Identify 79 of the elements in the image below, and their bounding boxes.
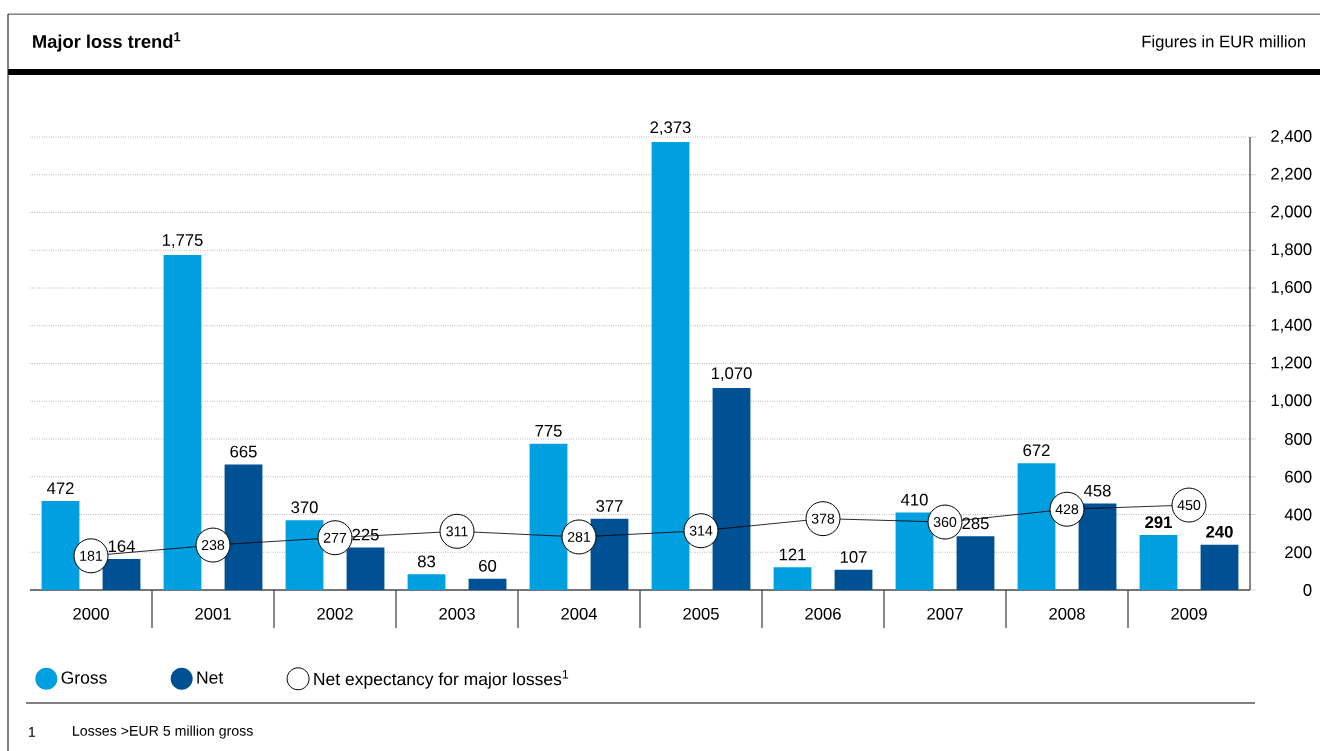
bar (224, 464, 263, 590)
bar (346, 547, 385, 590)
bar (1017, 463, 1056, 590)
data-label: 121 (779, 548, 806, 561)
y-tick-label: 2,200 (1271, 167, 1312, 182)
x-tick-label: 2003 (439, 607, 475, 620)
bar (834, 569, 873, 590)
data-label: 181 (80, 550, 103, 561)
data-label: 672 (1023, 444, 1050, 457)
bar (163, 254, 202, 590)
x-tick-label: 2006 (805, 607, 841, 620)
y-tick-label: 400 (1284, 508, 1312, 521)
legend-label: Net (197, 671, 224, 684)
data-label: 377 (596, 500, 623, 512)
data-label: 360 (933, 517, 957, 528)
bar (895, 512, 934, 590)
data-label: 472 (46, 482, 74, 494)
data-label: 1,070 (711, 367, 752, 382)
bar (590, 518, 629, 590)
bar (1078, 503, 1117, 590)
data-label: 458 (1083, 484, 1111, 497)
text: 1 (28, 727, 36, 737)
data-label: 665 (230, 445, 257, 458)
x-tick-label: 2007 (927, 607, 963, 620)
x-tick-label: 2000 (73, 607, 109, 620)
data-label: 291 (1145, 516, 1172, 529)
data-label: 164 (108, 540, 135, 553)
y-tick-label: 600 (1285, 470, 1312, 483)
x-tick-label: 2005 (683, 607, 719, 620)
bar (712, 388, 751, 590)
data-label: 285 (962, 517, 989, 530)
legend-label: Net expectancy for major losses$^{1}$ (314, 670, 569, 689)
bar (529, 443, 568, 590)
text: Losses >EUR 5 million gross (73, 725, 253, 739)
data-label: 107 (840, 551, 867, 563)
data-label: 428 (1055, 504, 1079, 515)
bar (651, 142, 690, 590)
bar (102, 559, 141, 590)
y-tick-label: 0 (1303, 584, 1312, 596)
data-label: 83 (417, 555, 436, 568)
y-tick-label: 200 (1285, 546, 1312, 559)
data-label: 378 (811, 513, 835, 524)
x-tick-label: 2004 (561, 607, 598, 620)
x-tick-label: 2001 (195, 607, 231, 620)
data-label: 410 (900, 493, 928, 506)
bar (1200, 544, 1239, 590)
bar (773, 567, 812, 590)
bar (407, 574, 446, 590)
bar (1139, 535, 1178, 590)
data-label: 2,373 (650, 121, 691, 136)
y-tick-label: 1,200 (1271, 356, 1312, 371)
y-tick-label: 1,000 (1271, 394, 1312, 409)
y-tick-label: 2,000 (1271, 205, 1312, 220)
data-label: 1,775 (162, 234, 203, 248)
y-tick-label: 2,400 (1271, 130, 1312, 144)
data-label: 370 (291, 501, 318, 514)
bar (956, 536, 995, 590)
bar (41, 500, 80, 590)
y-tick-label: 1,400 (1271, 318, 1312, 333)
y-tick-label: 1,800 (1271, 243, 1312, 258)
data-label: 238 (201, 540, 225, 551)
bar (285, 520, 324, 590)
y-tick-label: 1,600 (1271, 281, 1312, 295)
data-label: 60 (479, 559, 497, 572)
bar (468, 578, 507, 590)
data-label: 450 (1177, 500, 1201, 511)
chart-title: Major loss trend$^{1}$ (33, 32, 181, 52)
data-label: 311 (446, 526, 468, 537)
x-tick-label: 2009 (1171, 607, 1207, 620)
data-label: 240 (1206, 525, 1233, 538)
x-tick-label: 2002 (317, 607, 353, 620)
y-tick-label: 800 (1285, 433, 1312, 445)
data-label: 281 (567, 531, 591, 542)
x-tick-label: 2008 (1049, 607, 1085, 620)
data-label: 314 (689, 525, 713, 536)
data-label: 277 (323, 532, 347, 543)
legend-label: Gross (61, 671, 107, 684)
chart-subtitle: Figures in EUR million (1142, 35, 1305, 51)
data-label: 775 (535, 425, 562, 437)
